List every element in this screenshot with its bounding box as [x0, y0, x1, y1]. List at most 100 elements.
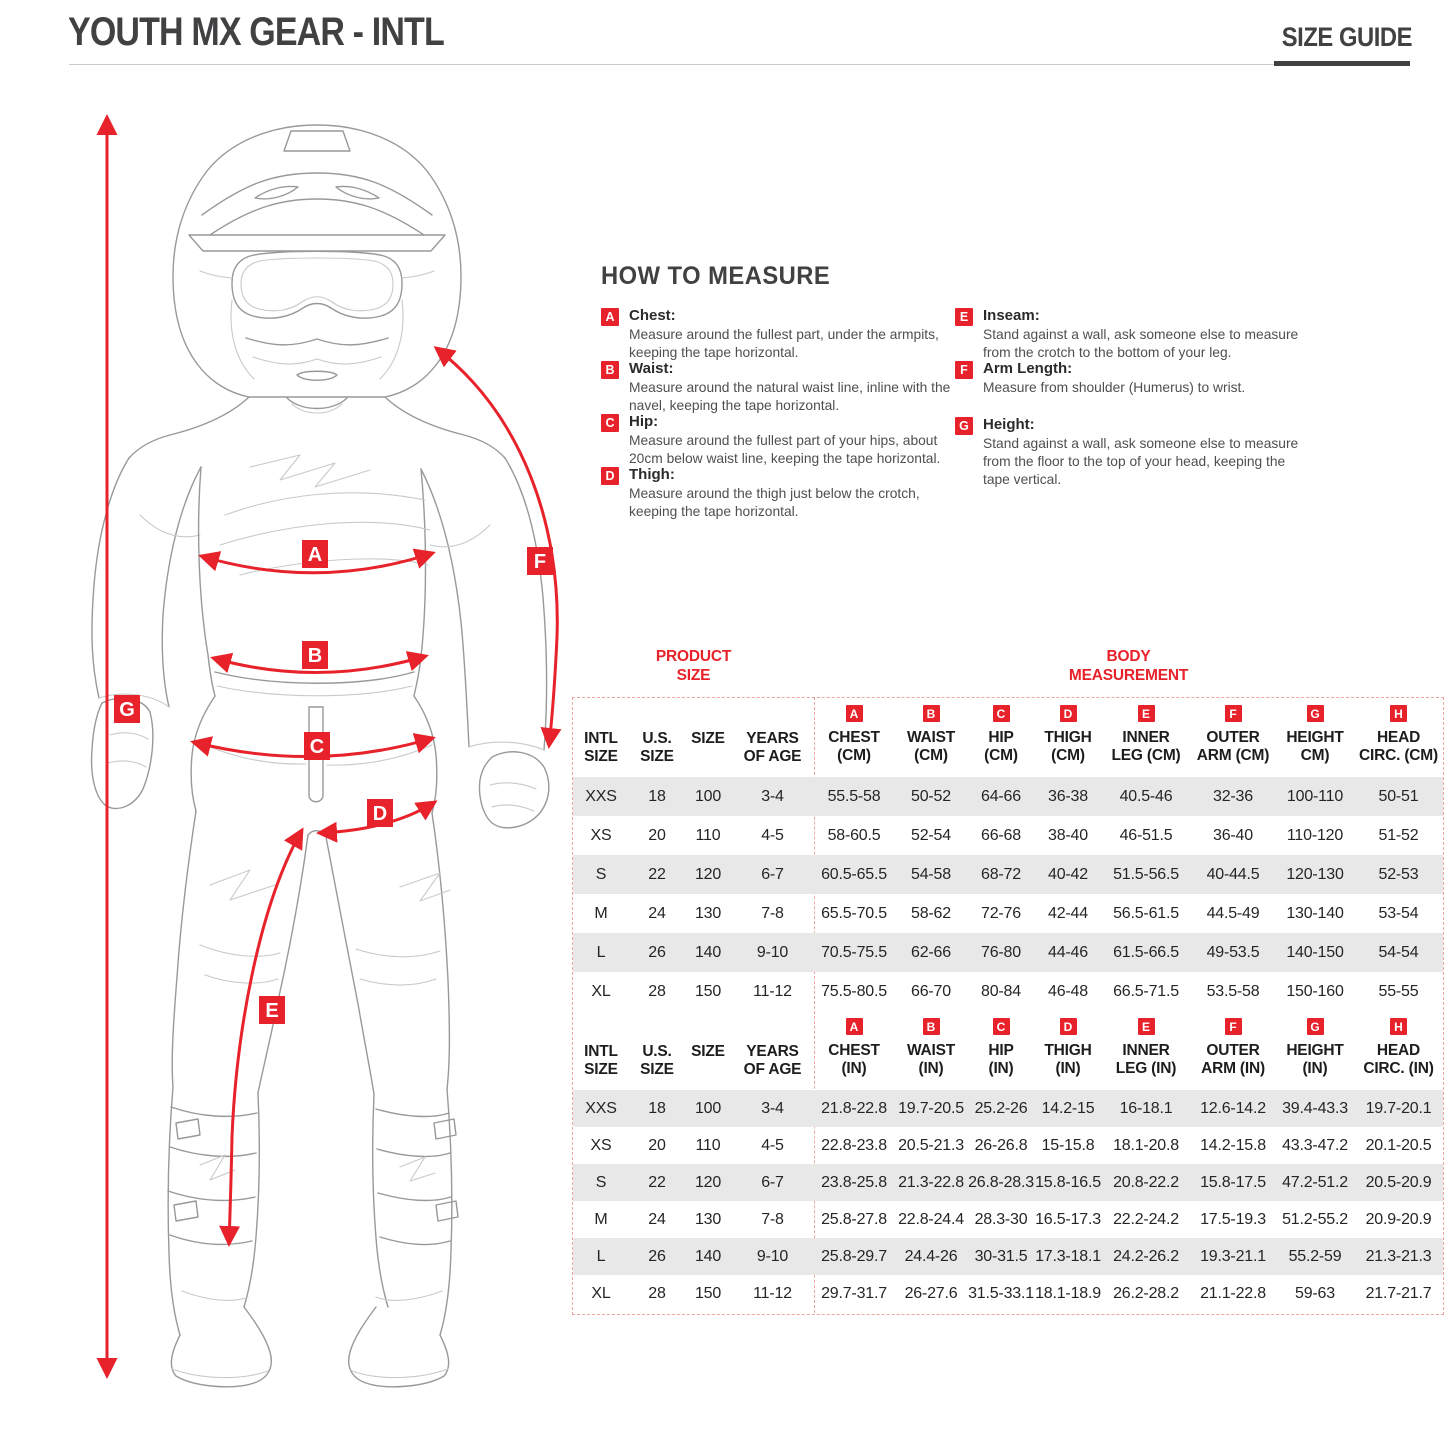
table-cell: 19.7-20.5	[898, 1099, 964, 1117]
table-cell: 21.1-22.8	[1200, 1284, 1266, 1302]
table-cell: 6-7	[761, 1173, 784, 1191]
table-cell: M	[594, 1210, 608, 1228]
table-cell: 120	[694, 1173, 722, 1191]
column-header: G HEIGHT CM)	[1276, 697, 1354, 777]
table-cell: 25.2-26	[974, 1099, 1028, 1117]
column-header-line: CHEST	[828, 729, 880, 746]
table-cell: XXS	[585, 1099, 617, 1117]
measure-label: Arm Length:	[983, 360, 1073, 377]
table-cell: XS	[590, 1136, 612, 1154]
table-row-xs: XS 20 110 4-5 58-60.5 52-54 66-68 38-40 46-51.5 3…	[573, 816, 1443, 855]
table-cell: 50-52	[911, 787, 951, 805]
figure-badge-b: B	[308, 645, 322, 667]
table-cell: 130	[694, 1210, 722, 1228]
column-letter-badge: D	[1059, 1018, 1077, 1035]
table-cell: 120	[694, 865, 722, 883]
table-cell: 110	[695, 826, 721, 844]
table-cell: 20.5-20.9	[1365, 1173, 1432, 1191]
caption-line: PRODUCT	[655, 648, 732, 665]
column-header-line: SIZE	[691, 1043, 725, 1060]
measure-label: Thigh:	[629, 466, 675, 483]
table-cell: 40.5-46	[1119, 787, 1173, 805]
table-cell: 24	[648, 904, 666, 922]
table-cell: 22.8-24.4	[898, 1210, 964, 1228]
table-cell: 150	[694, 982, 722, 1000]
table-cell: 16.5-17.3	[1035, 1210, 1101, 1228]
caption-line: SIZE	[676, 667, 711, 685]
column-header-line: HEIGHT	[1286, 729, 1344, 746]
table-cell: 80-84	[981, 982, 1021, 1000]
measure-letter-badge: C	[601, 414, 619, 432]
table-cell: 22	[648, 865, 666, 883]
table-cell: 50-51	[1378, 787, 1419, 805]
table-cell: 55.5-58	[827, 787, 881, 805]
table-dashed-divider	[814, 697, 815, 1313]
table-cell: 16-18.1	[1119, 1099, 1173, 1117]
column-header-line: CHEST	[828, 1042, 880, 1059]
column-header: INTL SIZE	[573, 1010, 629, 1090]
table-cell: M	[594, 904, 608, 922]
table-cell: 28.3-30	[974, 1210, 1028, 1228]
table-cell: 40-42	[1048, 865, 1088, 883]
column-letter-badge: D	[1059, 705, 1077, 722]
table-cell: 28	[648, 1284, 666, 1302]
table-cell: 70.5-75.5	[821, 943, 887, 961]
table-cell: 140	[694, 943, 722, 961]
table-cell: 14.2-15	[1041, 1099, 1095, 1117]
column-header-line: HEIGHT	[1286, 1042, 1344, 1059]
table-cell: 21.7-21.7	[1365, 1284, 1432, 1302]
size-table-cm: INTL SIZE U.S. SIZE SIZE YEARS OF AGE A CHEST (CM…	[573, 697, 1443, 1011]
table-cell: 54-58	[911, 865, 951, 883]
table-cell: 12.6-14.2	[1200, 1099, 1266, 1117]
table-cell: 140	[694, 1247, 722, 1265]
column-header: C HIP (IN)	[968, 1010, 1034, 1090]
measure-label: Inseam:	[983, 307, 1040, 324]
measure-description: Measure around the natural waist line, i…	[629, 380, 951, 413]
table-cell: 18	[648, 787, 666, 805]
table-cell: 46-48	[1048, 982, 1088, 1000]
table-cell: 26-26.8	[974, 1136, 1028, 1154]
table-cell: 26.8-28.3	[968, 1173, 1034, 1191]
table-cell: 22.8-23.8	[821, 1136, 887, 1154]
table-cell: 47.2-51.2	[1282, 1173, 1348, 1191]
table-cell: 4-5	[761, 1136, 784, 1154]
table-cell: 60.5-65.5	[821, 865, 887, 883]
table-dashed-border	[572, 697, 1444, 1315]
measure-description: Stand against a wall, ask someone else t…	[983, 327, 1299, 360]
column-header: YEARS OF AGE	[731, 1010, 814, 1090]
column-header: U.S. SIZE	[629, 1010, 685, 1090]
table-cell: 36-38	[1048, 787, 1088, 805]
table-cell: 26	[648, 1247, 666, 1265]
table-cell: 51.2-55.2	[1282, 1210, 1348, 1228]
column-header: D THIGH (IN)	[1034, 1010, 1102, 1090]
helmet-drawing	[172, 124, 462, 398]
table-row-xxs: XXS 18 100 3-4 21.8-22.8 19.7-20.5 25.2-26 14.2…	[573, 1090, 1443, 1127]
table-cell: L	[596, 943, 606, 961]
table-cell: 18.1-18.9	[1035, 1284, 1101, 1302]
figure-letter-badges: A B C D E F G	[114, 540, 553, 1024]
table-cell: 11-12	[753, 1284, 792, 1302]
table-row-xl: XL 28 150 11-12 75.5-80.5 66-70 80-84 46-48 66.5…	[573, 972, 1443, 1011]
table-cell: 21.8-22.8	[821, 1099, 887, 1117]
table-cell: 15-15.8	[1041, 1136, 1095, 1154]
table-cell: 26.2-28.2	[1113, 1284, 1179, 1302]
column-header-line: THIGH	[1044, 729, 1092, 746]
table-cell: 140-150	[1286, 943, 1344, 961]
column-header-line: (CM)	[1051, 746, 1085, 764]
table-cell: 20.5-21.3	[898, 1136, 964, 1154]
column-header-line: (IN)	[988, 1059, 1014, 1077]
table-cell: 22.2-24.2	[1113, 1210, 1179, 1228]
column-header-line: HIP	[988, 1042, 1014, 1059]
column-header: A CHEST (CM)	[814, 697, 894, 777]
column-header-line: (IN)	[1302, 1059, 1328, 1077]
column-header: C HIP (CM)	[968, 697, 1034, 777]
table-cell: 18	[648, 1099, 666, 1117]
column-header-line: OUTER	[1206, 1042, 1260, 1059]
table-cell: 26-27.6	[904, 1284, 958, 1302]
column-header-line: HEAD	[1376, 1042, 1421, 1059]
measure-item-a: A Chest: Measure around the fullest part, …	[601, 307, 961, 362]
column-header-line: INTL	[584, 730, 618, 747]
table-cell: 59-63	[1295, 1284, 1335, 1302]
header-divider-line	[69, 64, 1410, 65]
table-cell: XL	[591, 1284, 611, 1302]
